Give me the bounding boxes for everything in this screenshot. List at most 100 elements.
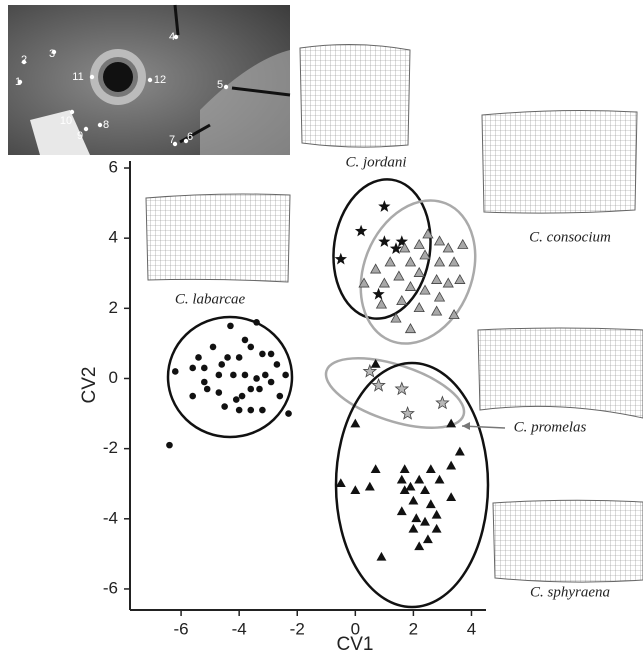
point <box>189 393 196 400</box>
point <box>385 257 395 266</box>
point <box>420 285 430 294</box>
point <box>239 393 246 400</box>
point <box>189 365 196 372</box>
point <box>443 243 453 252</box>
y-tick-label: 4 <box>109 228 118 247</box>
point <box>420 485 430 494</box>
point <box>242 337 249 344</box>
point <box>414 268 424 277</box>
point <box>406 282 416 291</box>
point <box>253 375 260 382</box>
point <box>262 372 269 379</box>
point <box>377 552 387 561</box>
y-tick-label: -6 <box>103 578 118 597</box>
point <box>432 524 442 533</box>
point <box>350 419 360 428</box>
point <box>443 278 453 287</box>
point <box>406 257 416 266</box>
point <box>426 499 436 508</box>
point <box>432 306 442 315</box>
point <box>236 407 243 414</box>
landmark-label: 10 <box>60 115 72 127</box>
point <box>268 379 275 386</box>
point <box>414 240 424 249</box>
point <box>242 372 249 379</box>
point <box>414 303 424 312</box>
point <box>435 292 445 301</box>
point <box>371 264 381 273</box>
landmark-label: 3 <box>49 48 55 60</box>
point <box>227 323 234 330</box>
point <box>277 393 284 400</box>
landmark-label: 5 <box>217 79 223 91</box>
point <box>435 236 445 245</box>
point <box>378 200 390 212</box>
point <box>420 517 430 526</box>
landmark-label: 2 <box>21 54 27 66</box>
point <box>274 361 281 368</box>
point <box>233 396 240 403</box>
x-tick-label: 4 <box>467 619 476 638</box>
point <box>285 410 292 417</box>
landmark-dot <box>224 85 228 89</box>
point <box>204 386 211 393</box>
point <box>455 275 465 284</box>
point <box>201 365 208 372</box>
species-label: C. promelas <box>514 419 587 435</box>
point <box>414 475 424 484</box>
point <box>365 482 375 491</box>
landmark-dot <box>98 123 102 127</box>
point <box>259 351 266 358</box>
species-label: C. labarcae <box>175 291 246 307</box>
y-tick-label: 0 <box>109 368 118 387</box>
landmark-label: 9 <box>77 130 83 142</box>
point <box>401 407 413 419</box>
species-label: C. jordani <box>345 154 406 170</box>
point <box>435 257 445 266</box>
point <box>432 275 442 284</box>
arrow-head <box>462 422 470 430</box>
point <box>408 524 418 533</box>
point <box>236 354 243 361</box>
point <box>423 534 433 543</box>
landmark-label: 4 <box>169 31 175 43</box>
y-tick-label: -4 <box>103 508 118 527</box>
species-label: C. sphyraena <box>530 584 610 600</box>
point <box>259 407 266 414</box>
point <box>406 482 416 491</box>
point <box>408 496 418 505</box>
landmark-label: 8 <box>103 119 109 131</box>
point <box>378 235 390 247</box>
point <box>371 464 381 473</box>
point <box>210 344 217 351</box>
x-tick-label: -6 <box>174 619 189 638</box>
point <box>397 296 407 305</box>
point <box>455 447 465 456</box>
point <box>336 478 346 487</box>
point <box>172 368 179 375</box>
point <box>406 324 416 333</box>
point <box>394 271 404 280</box>
landmark-label: 11 <box>72 71 83 83</box>
point <box>458 240 468 249</box>
point <box>195 354 202 361</box>
point <box>247 407 254 414</box>
point <box>432 510 442 519</box>
species-label: C. consocium <box>529 229 611 245</box>
point <box>435 475 445 484</box>
x-tick-label: 2 <box>409 619 418 638</box>
point <box>282 372 289 379</box>
point <box>201 379 208 386</box>
x-tick-label: -2 <box>290 619 305 638</box>
point <box>379 278 389 287</box>
landmark-label: 6 <box>187 131 193 143</box>
landmark-dot <box>148 78 152 82</box>
point <box>396 383 408 395</box>
point <box>436 397 448 409</box>
landmark-dot <box>84 127 88 131</box>
point <box>377 299 387 308</box>
point <box>218 361 225 368</box>
point <box>400 464 410 473</box>
point <box>247 344 254 351</box>
point <box>411 513 421 522</box>
